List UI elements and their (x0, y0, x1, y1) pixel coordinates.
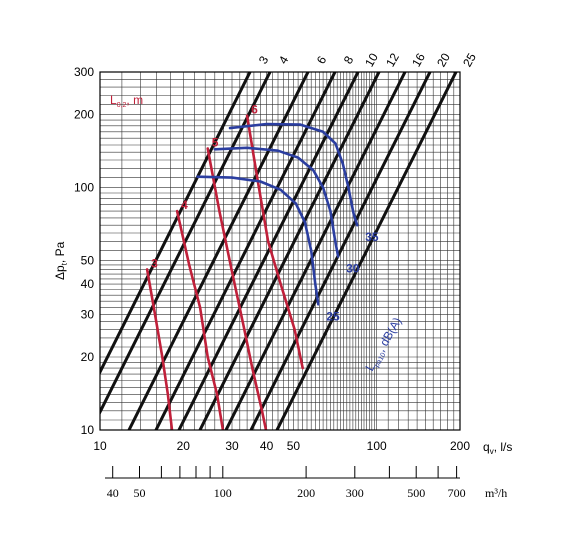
x-tick-label: 10 (93, 439, 107, 453)
diagonal-label-20: 20 (434, 50, 453, 69)
y-tick-label: 40 (81, 277, 95, 291)
sound-line-label-25: 25 (326, 309, 340, 323)
plot-frame (99, 71, 461, 431)
diagonal-line-4 (100, 72, 272, 416)
diagonal-line-20 (249, 72, 432, 430)
secondary-x-axis-title: m³/h (485, 486, 507, 500)
y-tick-label: 30 (81, 307, 95, 321)
throw-line-label-6: 6 (251, 103, 258, 117)
x-axis-title: qv, l/s (483, 440, 512, 456)
x-tick-label: 50 (287, 439, 301, 453)
throw-lines (145, 114, 304, 430)
sound-line-25 (196, 175, 320, 306)
x-tick-label: 30 (225, 439, 239, 453)
diagonal-label-6: 6 (314, 53, 330, 66)
secondary-x-axis: 40 50 100 200 300 500 700 (105, 466, 466, 500)
y-tick-label: 20 (81, 350, 95, 364)
sound-line-label-35: 35 (365, 230, 379, 244)
x-tick-label: 100 (367, 439, 387, 453)
throw-line-label-5: 5 (212, 136, 219, 150)
throw-line-3 (145, 268, 174, 430)
diagonal-label-10: 10 (362, 50, 381, 69)
sound-line-label-30: 30 (346, 262, 360, 276)
diagonal-label-16: 16 (409, 50, 428, 69)
y-tick-label: 200 (74, 108, 94, 122)
sound-lines (196, 122, 359, 306)
sound-line-35 (228, 122, 359, 227)
diagonal-label-4: 4 (276, 53, 292, 66)
y-tick-label: 300 (74, 65, 94, 79)
diagonal-line-16 (224, 72, 407, 430)
throw-line-4 (175, 209, 225, 430)
secondary-tick-label: 50 (134, 486, 146, 500)
diagonal-label-8: 8 (341, 53, 357, 66)
diagonal-labels: 3 4 6 8 10 12 16 20 25 (256, 50, 479, 69)
diagonal-label-3: 3 (256, 53, 272, 66)
y-tick-labels: 10 20 30 40 50 100 200 300 (74, 65, 94, 437)
x-tick-label: 20 (177, 439, 191, 453)
throw-legend-title: L0,2, m (110, 93, 143, 109)
diagonal-label-25: 25 (460, 50, 479, 69)
sound-line-30 (213, 146, 340, 258)
throw-line-label-4: 4 (181, 198, 188, 212)
secondary-tick-label: 300 (346, 486, 364, 500)
secondary-tick-label: 200 (297, 486, 315, 500)
x-tick-labels: 10 20 30 40 50 100 200 (93, 439, 470, 453)
y-axis-title: Δpt, Pa (53, 241, 69, 280)
y-tick-label: 10 (81, 423, 95, 437)
throw-line-5 (206, 147, 268, 430)
y-tick-label: 50 (81, 254, 95, 268)
diagonal-lines (100, 72, 458, 430)
throw-line-6 (245, 114, 304, 370)
throw-line-label-3: 3 (151, 256, 158, 270)
secondary-tick-label: 40 (107, 486, 119, 500)
diagonal-label-12: 12 (383, 50, 402, 69)
y-tick-label: 100 (74, 181, 94, 195)
diagonal-line-12 (198, 72, 381, 430)
diagonal-line-3 (100, 72, 252, 376)
x-tick-label: 40 (260, 439, 274, 453)
diagonal-line-25 (275, 72, 458, 430)
secondary-tick-label: 500 (407, 486, 425, 500)
diagonal-line-8 (154, 72, 337, 430)
x-tick-label: 200 (450, 439, 470, 453)
secondary-tick-label: 100 (214, 486, 232, 500)
secondary-tick-label: 700 (448, 486, 466, 500)
diagonal-line-6 (127, 72, 310, 430)
series-labels: 3 4 5 6 25 30 35 (151, 103, 379, 324)
